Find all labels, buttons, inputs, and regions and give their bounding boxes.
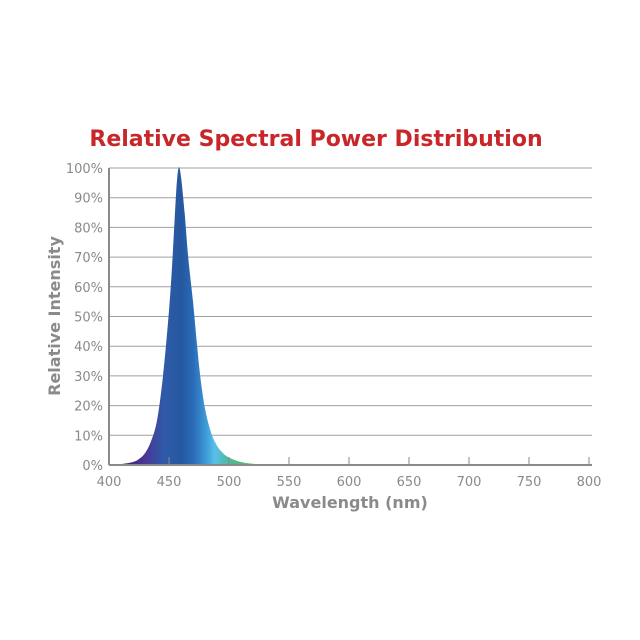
y-tick-label: 40%: [74, 340, 103, 355]
x-tick-label: 800: [577, 475, 602, 490]
y-tick-label: 20%: [74, 400, 103, 415]
y-tick-label: 50%: [74, 311, 103, 326]
x-tick-label: 550: [277, 475, 302, 490]
y-axis-label: Relative Intensity: [45, 236, 64, 396]
x-tick-label: 750: [517, 475, 542, 490]
y-tick-label: 0%: [82, 459, 103, 474]
y-tick-label: 70%: [74, 251, 103, 266]
y-tick-label: 10%: [74, 429, 103, 444]
y-tick-label: 60%: [74, 281, 103, 296]
spectrum-area: [109, 167, 277, 466]
y-tick-label: 30%: [74, 370, 103, 385]
x-tick-label: 700: [457, 475, 482, 490]
y-tick-label: 80%: [74, 221, 103, 236]
x-tick-label: 600: [337, 475, 362, 490]
x-axis-label: Wavelength (nm): [272, 493, 428, 512]
x-tick-label: 400: [97, 475, 122, 490]
x-tick-label: 650: [397, 475, 422, 490]
y-tick-label: 100%: [66, 162, 103, 177]
x-tick-label: 500: [217, 475, 242, 490]
chart-title: Relative Spectral Power Distribution: [89, 127, 542, 152]
x-tick-label: 450: [157, 475, 182, 490]
y-tick-label: 90%: [74, 192, 103, 207]
